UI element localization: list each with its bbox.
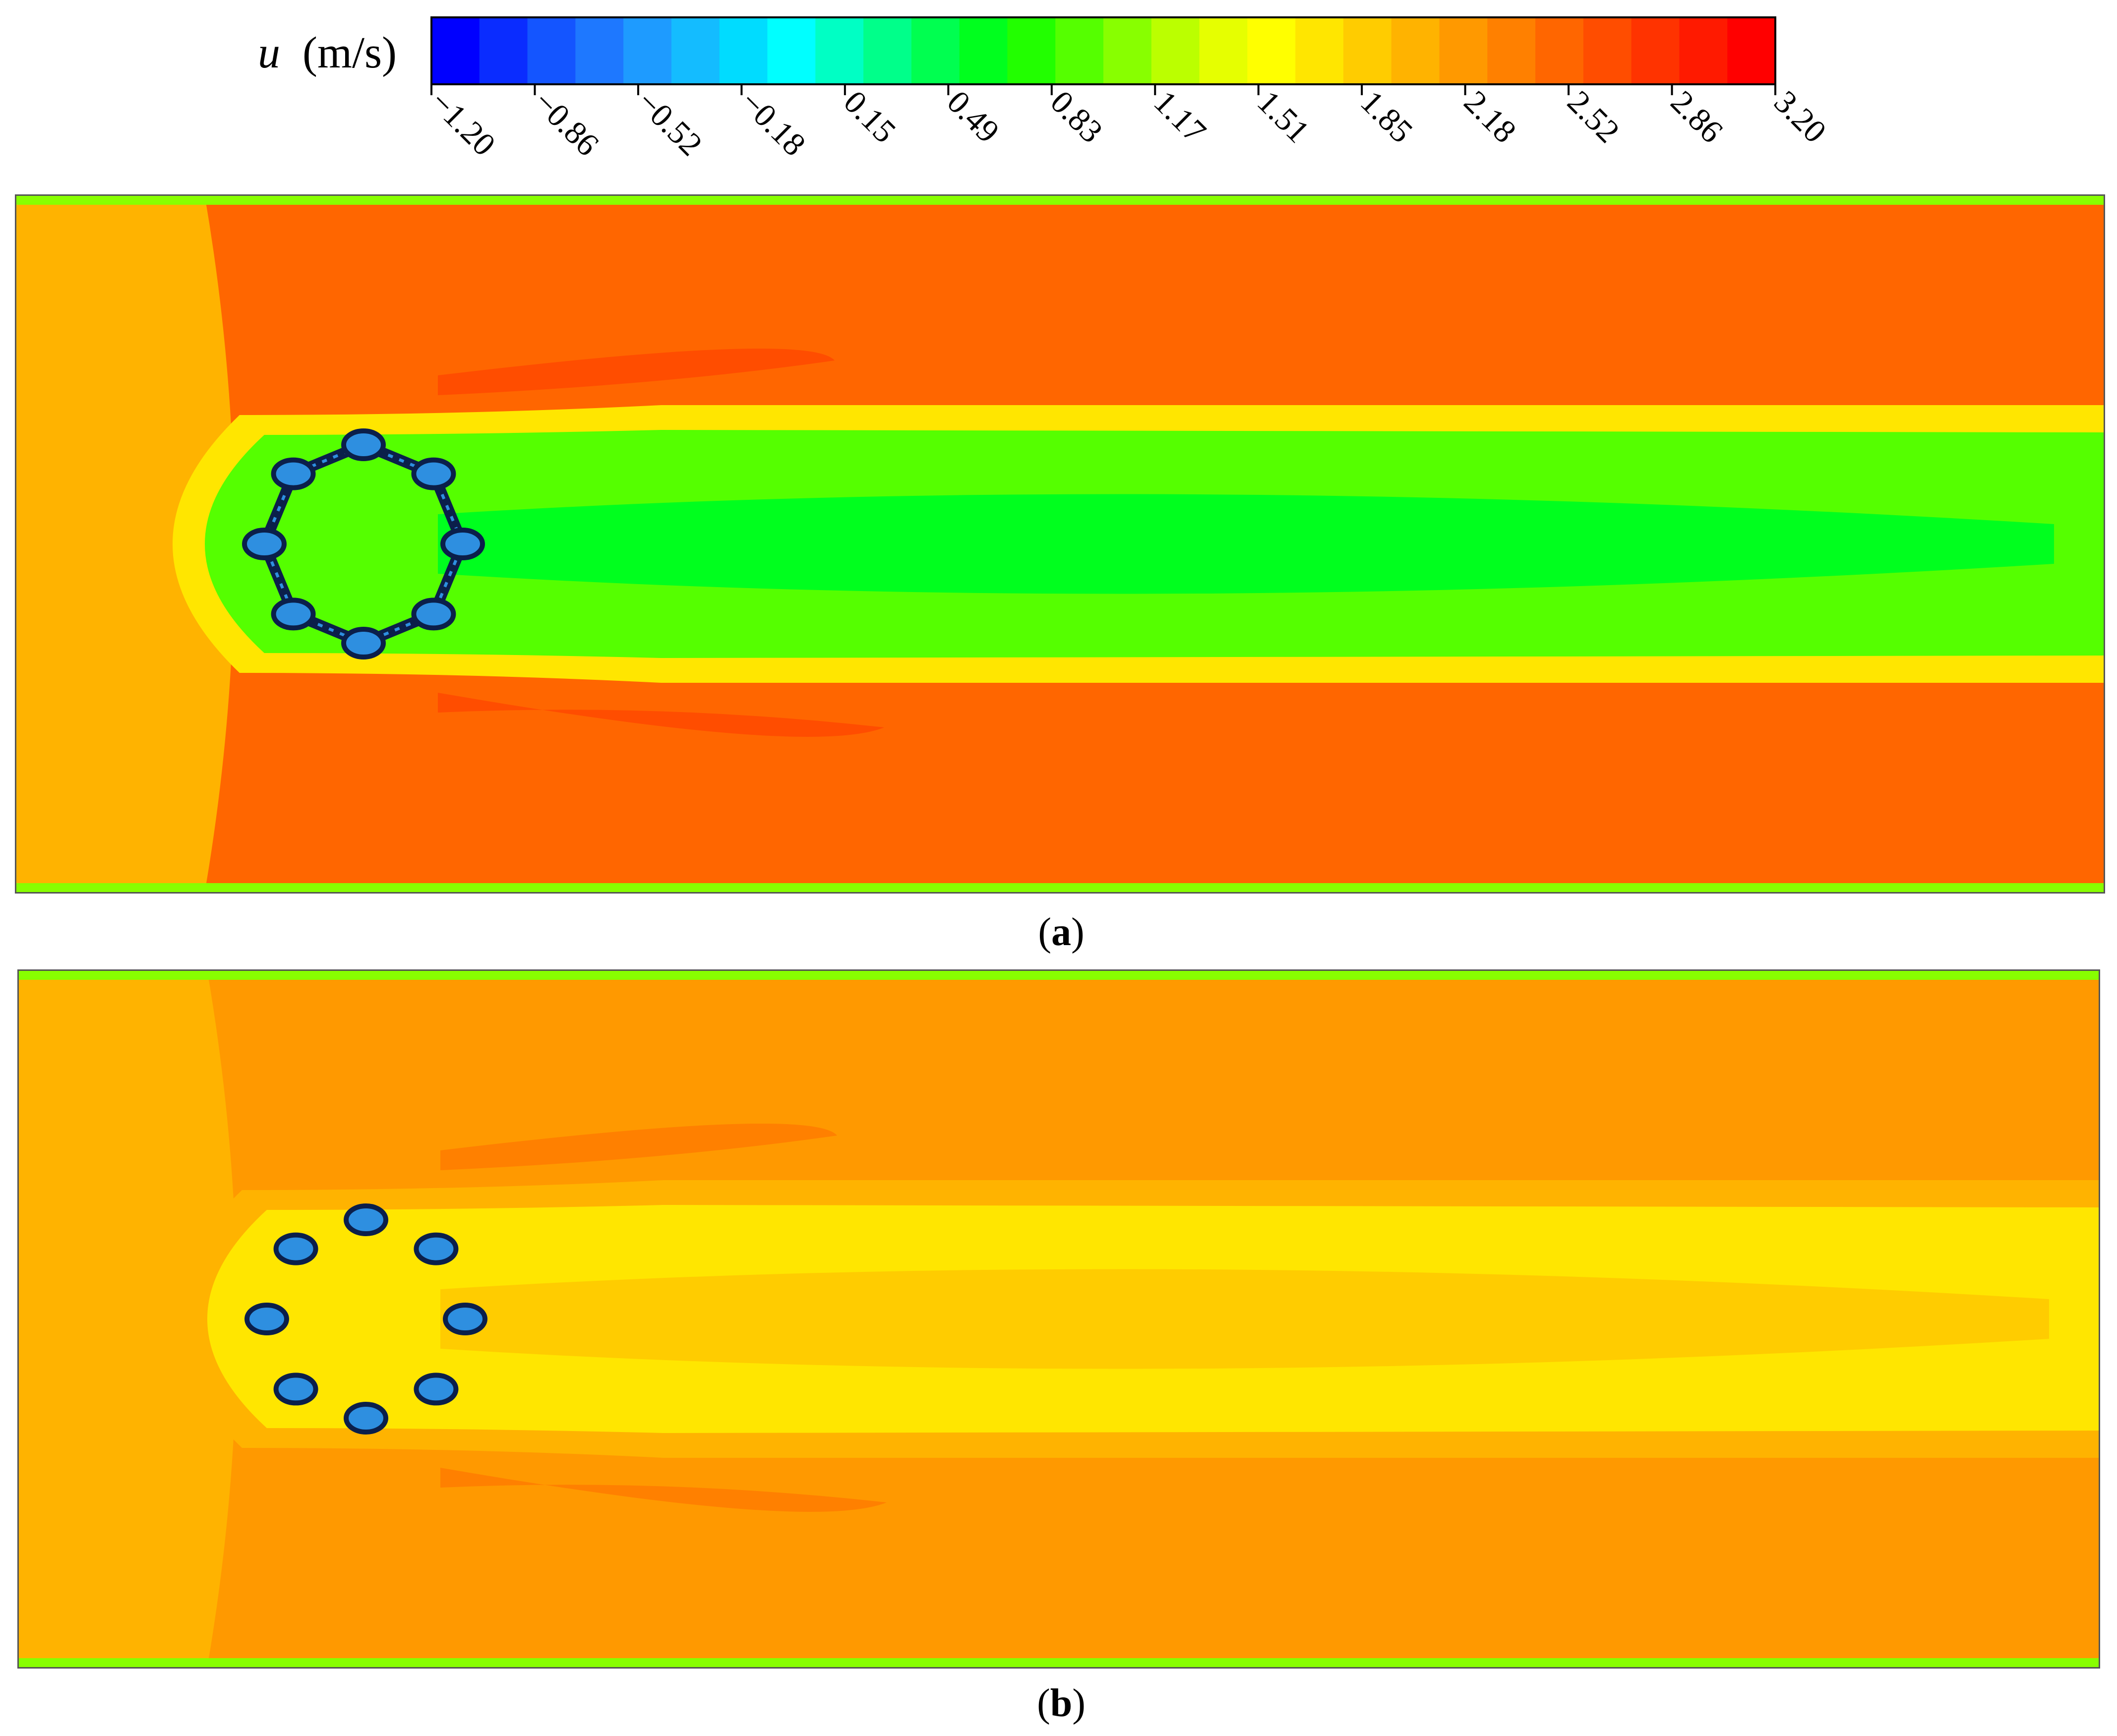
colorbar-swatch [1583, 17, 1632, 84]
colorbar-tick-label: 3.20 [1767, 84, 1833, 150]
cylinder-column [440, 528, 485, 560]
colorbar-swatch [527, 17, 576, 84]
colorbar-swatch [1199, 17, 1248, 84]
cylinder-column [341, 428, 386, 461]
cylinder-column [443, 1303, 487, 1335]
cylinder-column [341, 627, 386, 659]
colorbar-tick-label: 2.86 [1664, 84, 1730, 150]
cylinder-column [273, 1373, 318, 1406]
colorbar-tick-label: −0.18 [733, 84, 813, 163]
lower-acceleration-lobe [440, 1468, 887, 1512]
colorbar-swatch [1535, 17, 1584, 84]
cylinder-column [344, 1402, 388, 1435]
colorbar-swatch [1679, 17, 1728, 84]
colorbar-tick-label: 2.18 [1457, 84, 1523, 150]
colorbar-title: u (m/s) [258, 27, 397, 78]
wake-centerline-deficit [440, 1269, 2049, 1369]
colorbar-tick-label: 0.83 [1043, 84, 1109, 150]
lower-acceleration-lobe [438, 693, 884, 737]
top-wall-boundary-layer [16, 196, 2104, 205]
top-wall-boundary-layer [19, 971, 2099, 980]
cylinder-column [344, 1203, 388, 1236]
bottom-wall-boundary-layer [19, 1658, 2099, 1667]
colorbar-swatch [575, 17, 624, 84]
colorbar-swatch [1391, 17, 1440, 84]
colorbar-swatch [815, 17, 864, 84]
colorbar-swatch [1151, 17, 1200, 84]
cylinder-column [273, 1232, 318, 1265]
colorbar-swatch [1055, 17, 1104, 84]
contour-field [16, 196, 2104, 892]
colorbar-tick-label: 1.51 [1250, 84, 1316, 150]
colorbar-tick-label: 2.52 [1560, 84, 1626, 150]
colorbar-swatch [1487, 17, 1536, 84]
colorbar-swatch [959, 17, 1008, 84]
freestream-region [19, 971, 237, 1667]
turbine-structure [242, 428, 485, 659]
cylinder-column [414, 1232, 459, 1265]
colorbar-swatch [1631, 17, 1680, 84]
colorbar-tick-label: −1.20 [423, 84, 502, 163]
upper-acceleration-lobe [438, 349, 835, 395]
colorbar-swatch [431, 17, 480, 84]
cylinder-column [411, 598, 456, 631]
colorbar-swatch [911, 17, 960, 84]
wake-centerline-deficit [438, 494, 2054, 594]
bottom-wall-boundary-layer [16, 883, 2104, 892]
colorbar-tick-label: 0.49 [940, 84, 1006, 150]
colorbar-swatch [671, 17, 720, 84]
colorbar-swatch [1439, 17, 1488, 84]
colorbar-swatch [719, 17, 768, 84]
colorbar-frame [430, 16, 1776, 85]
colorbar-swatch [623, 17, 672, 84]
colorbar-swatch [1343, 17, 1392, 84]
colorbar: −1.20 −0.86 −0.52 −0.18 0.15 0.49 0.83 1.17 1.51… [423, 16, 1833, 163]
cylinder-column [244, 1303, 289, 1335]
colorbar-swatch [1103, 17, 1152, 84]
cylinder-column [242, 528, 287, 560]
colorbar-tick-label: −0.86 [527, 84, 606, 163]
panel-b-contour [17, 969, 2100, 1669]
caption-a: (a) [1038, 910, 1085, 954]
colorbar-swatch [767, 17, 816, 84]
colorbar-variable: u [258, 28, 280, 77]
upper-acceleration-lobe [440, 1124, 837, 1170]
colorbar-swatch [863, 17, 912, 84]
colorbar-tick-label: 1.85 [1354, 84, 1420, 150]
colorbar-tick-label: 1.17 [1147, 84, 1213, 150]
cylinder-column [411, 457, 456, 490]
turbine-structure [244, 1203, 487, 1435]
colorbar-unit: (m/s) [302, 28, 397, 77]
contour-field [19, 971, 2099, 1667]
cylinder-column [271, 457, 316, 490]
cylinder-column [414, 1373, 459, 1406]
colorbar-swatch [479, 17, 528, 84]
cylinder-column [271, 598, 316, 631]
panel-a-contour [15, 194, 2105, 894]
colorbar-swatch [1295, 17, 1344, 84]
colorbar-tick-label: −0.52 [630, 84, 709, 163]
caption-b: (b) [1037, 1681, 1086, 1725]
colorbar-swatch [1247, 17, 1296, 84]
freestream-region [16, 196, 235, 892]
colorbar-tick-label: 0.15 [837, 84, 903, 150]
colorbar-swatch [1007, 17, 1056, 84]
colorbar-swatch [1727, 17, 1776, 84]
